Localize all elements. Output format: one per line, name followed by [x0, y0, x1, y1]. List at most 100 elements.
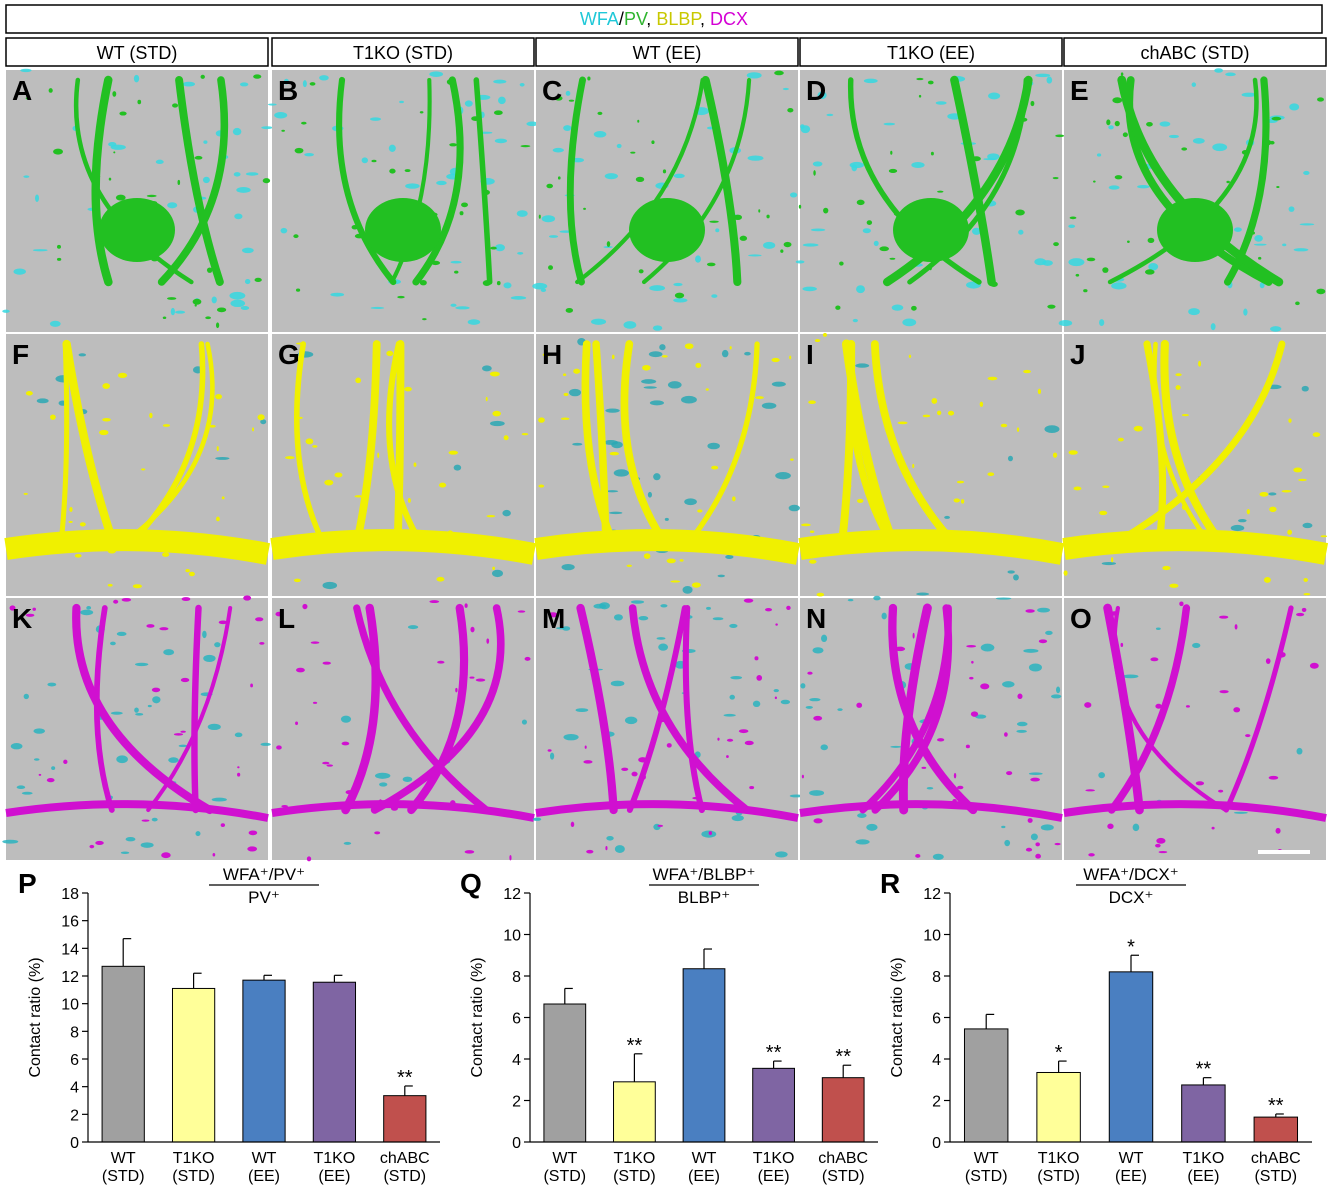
- stain-speck: [312, 701, 318, 704]
- stain-speck: [1276, 185, 1280, 189]
- stain-speck: [1108, 185, 1120, 190]
- stain-speck: [729, 346, 732, 350]
- stain-speck: [146, 624, 155, 628]
- stain-speck: [773, 688, 779, 693]
- stain-speck: [786, 605, 791, 610]
- cell-body: [99, 198, 175, 262]
- stain-speck: [99, 429, 109, 436]
- stain-speck: [116, 755, 128, 764]
- stain-speck: [988, 92, 1001, 100]
- stain-speck: [1147, 237, 1155, 244]
- stain-speck: [800, 125, 811, 134]
- cell-layer: [535, 800, 799, 822]
- stain-speck: [134, 662, 149, 667]
- stain-speck: [521, 432, 529, 436]
- stain-speck: [23, 492, 28, 495]
- stain-speck: [847, 598, 854, 602]
- stain-speck: [355, 377, 362, 384]
- stain-speck: [705, 388, 709, 391]
- stain-speck: [780, 249, 784, 253]
- legend-item: WFA: [580, 9, 619, 29]
- stain-speck: [1219, 615, 1229, 619]
- cell-process: [1152, 341, 1215, 549]
- stain-speck: [879, 246, 889, 252]
- stain-speck: [281, 129, 285, 132]
- y-tick-label: 8: [512, 969, 521, 986]
- stain-speck: [274, 111, 288, 119]
- bar: [613, 1081, 656, 1143]
- stain-speck: [979, 401, 984, 407]
- stain-speck: [1111, 282, 1127, 290]
- stain-speck: [481, 365, 492, 372]
- stain-speck: [888, 168, 898, 174]
- panel-label: J: [1070, 339, 1086, 370]
- stain-speck: [20, 68, 32, 73]
- column-header-box: [5, 37, 269, 67]
- stain-speck: [890, 745, 902, 748]
- stain-speck: [944, 515, 950, 519]
- stain-speck: [9, 605, 16, 611]
- stain-speck: [1299, 223, 1315, 226]
- stain-speck: [188, 571, 195, 577]
- stain-speck: [259, 641, 265, 645]
- stain-speck: [1268, 775, 1279, 780]
- stain-speck: [211, 296, 217, 304]
- stain-speck: [1133, 425, 1143, 432]
- stain-speck: [575, 708, 589, 713]
- stain-speck: [568, 388, 582, 397]
- stain-speck: [812, 161, 823, 167]
- stain-speck: [180, 677, 190, 683]
- panel-label: E: [1070, 75, 1089, 106]
- stain-speck: [57, 244, 61, 249]
- x-tick-label: WT: [252, 1150, 277, 1167]
- stain-speck: [324, 479, 334, 486]
- stain-speck: [464, 850, 475, 854]
- stain-speck: [1015, 209, 1025, 216]
- stain-speck: [606, 241, 611, 247]
- stain-speck: [972, 227, 981, 235]
- stain-speck: [520, 145, 531, 148]
- stain-speck: [855, 363, 870, 368]
- stain-speck: [1296, 612, 1305, 617]
- stain-speck: [657, 824, 664, 827]
- stain-speck: [1000, 423, 1008, 428]
- stain-speck: [1169, 583, 1179, 588]
- stain-speck: [565, 90, 571, 96]
- x-tick-label: T1KO: [314, 1150, 356, 1167]
- panel-label: Q: [460, 868, 482, 899]
- legend-item: BLBP: [656, 9, 702, 29]
- y-tick-label: 4: [512, 1052, 521, 1069]
- stain-speck: [117, 372, 128, 378]
- stain-speck: [1289, 103, 1300, 111]
- stain-speck: [873, 595, 881, 601]
- stain-speck: [624, 716, 638, 725]
- stain-speck: [1162, 565, 1171, 571]
- stain-speck: [361, 157, 369, 164]
- stain-speck: [260, 419, 267, 425]
- stain-speck: [168, 757, 179, 763]
- title-denominator: BLBP⁺: [678, 888, 730, 907]
- stain-speck: [203, 140, 208, 144]
- stain-speck: [795, 260, 805, 264]
- cell-process: [1223, 76, 1270, 286]
- stain-speck: [172, 103, 179, 108]
- stain-speck: [611, 354, 615, 360]
- stain-speck: [572, 442, 583, 446]
- stain-speck: [674, 292, 685, 299]
- stain-speck: [1093, 180, 1096, 183]
- bar: [1181, 1084, 1226, 1143]
- stain-speck: [697, 509, 703, 513]
- title-denominator: PV⁺: [248, 888, 280, 907]
- stain-speck: [631, 771, 638, 777]
- stain-speck: [1035, 842, 1040, 847]
- stain-speck: [215, 322, 220, 329]
- stain-speck: [232, 127, 242, 136]
- stain-speck: [987, 472, 995, 477]
- legend-item: DCX: [710, 9, 748, 29]
- stain-speck: [374, 831, 381, 835]
- stain-speck: [110, 711, 123, 715]
- cell-process: [72, 603, 214, 815]
- stain-speck: [436, 180, 447, 186]
- stain-speck: [450, 260, 462, 264]
- stain-speck: [206, 267, 213, 273]
